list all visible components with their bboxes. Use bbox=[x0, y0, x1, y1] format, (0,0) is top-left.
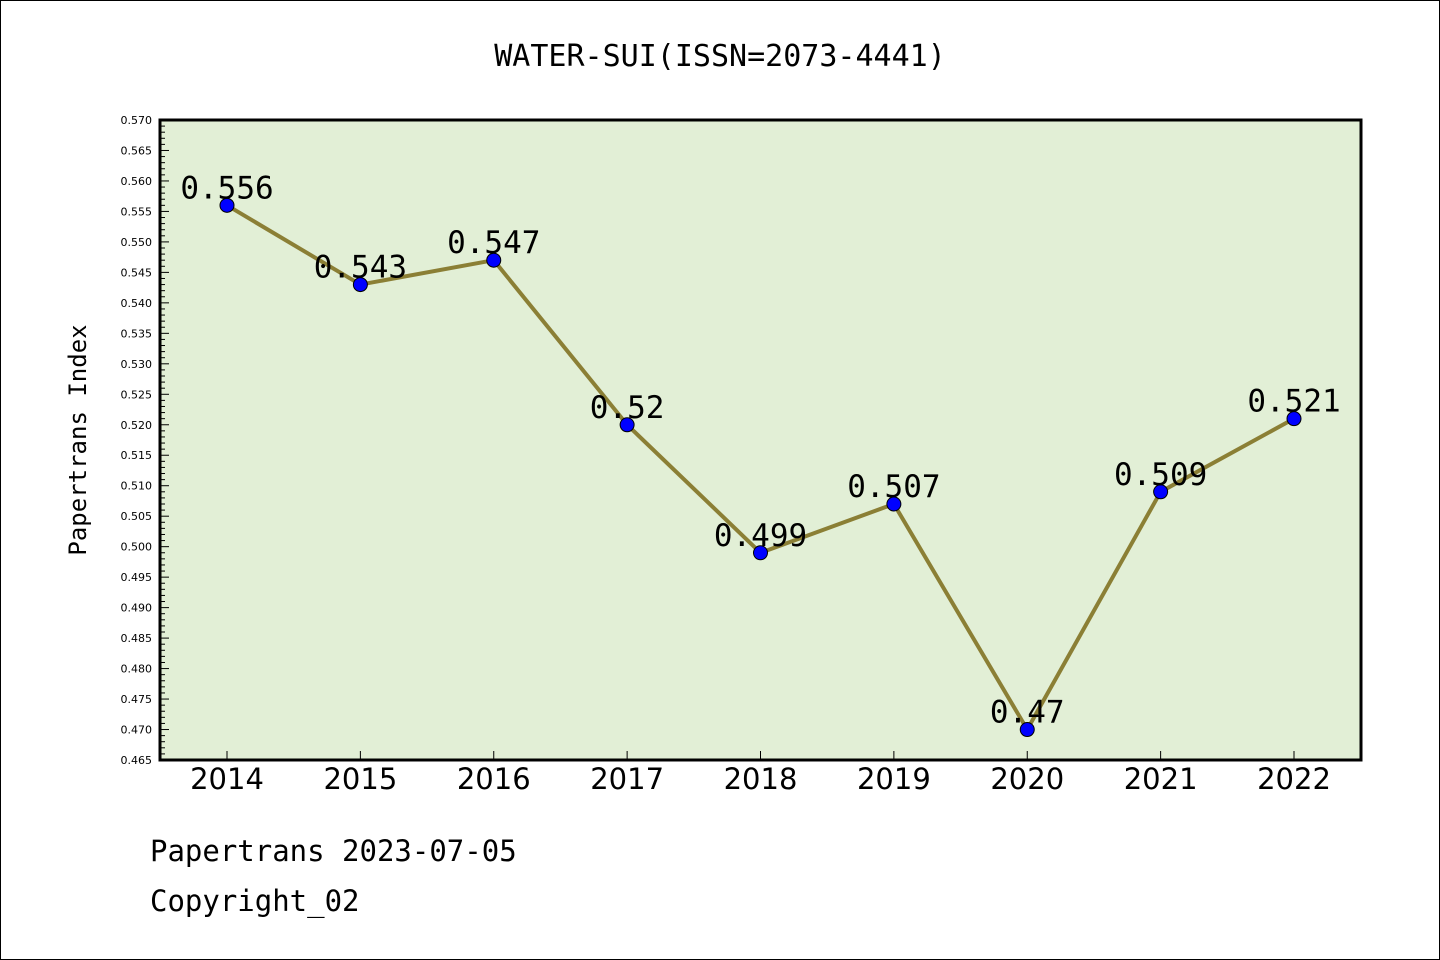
data-label: 0.47 bbox=[990, 695, 1065, 731]
y-tick-label: 0.470 bbox=[121, 724, 153, 737]
y-tick-label: 0.560 bbox=[121, 175, 153, 188]
series-layer bbox=[219, 197, 1302, 738]
data-point bbox=[1153, 484, 1169, 500]
data-label: 0.52 bbox=[590, 390, 665, 426]
y-tick-label: 0.490 bbox=[121, 602, 153, 615]
y-axis-ticks: 0.465 0.470 0.475 0.480 0.485 0.490 0.495 0.500… bbox=[121, 114, 169, 767]
data-label: 0.521 bbox=[1247, 384, 1340, 420]
y-tick-label: 0.485 bbox=[121, 632, 153, 645]
y-tick-label: 0.520 bbox=[121, 419, 153, 432]
y-tick-label: 0.505 bbox=[121, 510, 153, 523]
data-label: 0.556 bbox=[180, 170, 273, 206]
y-tick-label: 0.525 bbox=[121, 388, 153, 401]
y-tick-label: 0.570 bbox=[121, 114, 153, 127]
y-tick-label: 0.555 bbox=[121, 205, 153, 218]
data-point bbox=[219, 197, 235, 213]
y-tick-label: 0.475 bbox=[121, 693, 153, 706]
x-tick-label: 2020 bbox=[990, 762, 1064, 796]
data-point bbox=[1286, 411, 1302, 427]
data-label: 0.547 bbox=[447, 225, 540, 261]
y-tick-label: 0.550 bbox=[121, 236, 153, 249]
y-tick-label: 0.545 bbox=[121, 266, 153, 279]
data-point bbox=[352, 277, 368, 293]
x-tick-label: 2021 bbox=[1124, 762, 1198, 796]
data-point bbox=[753, 545, 768, 561]
x-tick-label: 2019 bbox=[857, 762, 931, 796]
x-tick-label: 2015 bbox=[323, 762, 397, 796]
y-tick-label: 0.510 bbox=[121, 480, 153, 493]
y-tick-label: 0.530 bbox=[121, 358, 153, 371]
y-axis-label: Papertrans Index bbox=[64, 324, 92, 555]
data-label: 0.543 bbox=[314, 250, 407, 286]
y-tick-label: 0.500 bbox=[121, 541, 153, 554]
x-axis-ticks: 2014 2015 2016 2017 2018 2019 2020 2021 2022 bbox=[190, 751, 1331, 796]
x-tick-label: 2016 bbox=[457, 762, 531, 796]
y-tick-label: 0.495 bbox=[121, 571, 153, 584]
data-point bbox=[886, 496, 902, 512]
data-label: 0.509 bbox=[1114, 457, 1207, 493]
data-labels: 0.556 0.543 0.547 0.52 0.499 0.507 0.47 0.509 0.… bbox=[180, 170, 1340, 730]
data-point bbox=[619, 417, 635, 433]
y-tick-label: 0.540 bbox=[121, 297, 153, 310]
x-tick-label: 2014 bbox=[190, 762, 264, 796]
y-tick-label: 0.480 bbox=[121, 663, 153, 676]
x-tick-label: 2022 bbox=[1257, 762, 1331, 796]
y-tick-label: 0.465 bbox=[121, 754, 153, 767]
x-tick-label: 2018 bbox=[724, 762, 798, 796]
y-tick-label: 0.515 bbox=[121, 449, 153, 462]
footer-date: Papertrans 2023-07-05 bbox=[150, 834, 517, 868]
plot-border bbox=[158, 118, 1363, 762]
chart-title: WATER-SUI(ISSN=2073-4441) bbox=[494, 39, 946, 74]
y-tick-label: 0.535 bbox=[121, 327, 153, 340]
x-tick-label: 2017 bbox=[590, 762, 664, 796]
data-label: 0.507 bbox=[847, 469, 940, 505]
y-tick-label: 0.565 bbox=[121, 144, 153, 157]
data-point bbox=[1019, 722, 1035, 738]
plot-area bbox=[160, 120, 1361, 760]
footer-copyright: Copyright_02 bbox=[150, 884, 360, 918]
data-point bbox=[486, 252, 502, 268]
data-label: 0.499 bbox=[714, 518, 807, 554]
